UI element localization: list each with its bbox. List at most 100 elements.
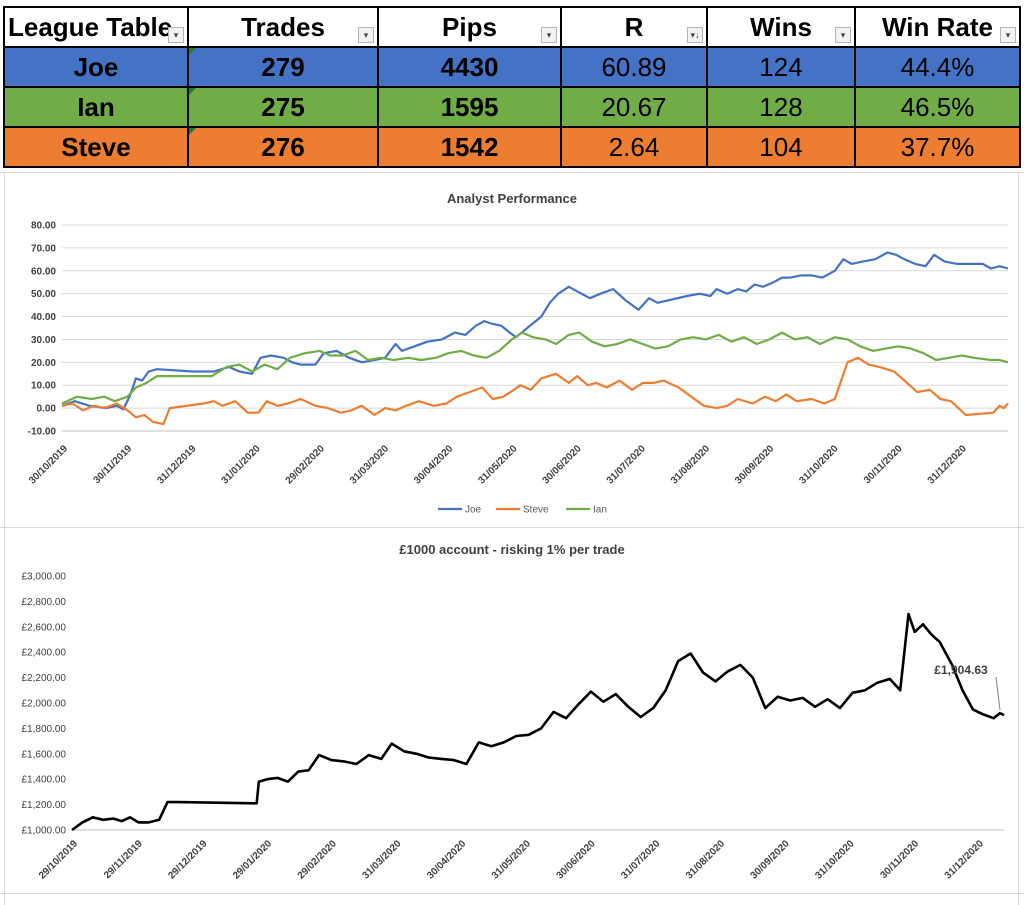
x-tick-label: 31/12/2019: [155, 443, 198, 486]
cell-marker: [190, 89, 196, 95]
analyst-performance-chart[interactable]: Analyst Performance 80.00 70.00 60.00 50.00 4…: [6, 177, 1018, 523]
row-pips[interactable]: 4430: [377, 46, 562, 88]
column-header-win-rate[interactable]: Win Rate ▾: [854, 6, 1021, 48]
sheet-gridline: [1018, 172, 1019, 905]
row-pips[interactable]: 1542: [377, 126, 562, 168]
x-tick-label: 31/08/2020: [684, 838, 727, 881]
row-wins[interactable]: 124: [706, 46, 856, 88]
row-trades[interactable]: 276: [187, 126, 379, 168]
row-trades[interactable]: 275: [187, 86, 379, 128]
row-wins[interactable]: 104: [706, 126, 856, 168]
row-win-rate[interactable]: 46.5%: [854, 86, 1021, 128]
sheet-gridline: [0, 527, 1024, 528]
row-trades[interactable]: 279: [187, 46, 379, 88]
legend-label-ian: Ian: [593, 505, 607, 516]
dropdown-filter-icon[interactable]: ▾: [1000, 27, 1016, 43]
table-row-steve[interactable]: Steve 276 1542 2.64 104 37.7%: [3, 126, 1021, 168]
column-header-wins[interactable]: Wins ▾: [706, 6, 856, 48]
series-line-balance: [71, 612, 1005, 832]
series-line-ian: [61, 331, 1009, 405]
x-tick-label: 31/08/2020: [669, 443, 712, 486]
row-name[interactable]: Joe: [3, 46, 189, 88]
dropdown-filter-icon[interactable]: ▾: [541, 27, 557, 43]
sort-descending-icon[interactable]: ▾↓: [687, 27, 703, 43]
sheet-gridline: [0, 893, 1024, 894]
legend-label-joe: Joe: [465, 505, 482, 516]
account-balance-chart[interactable]: £1000 account - risking 1% per trade £3,0…: [6, 532, 1018, 890]
x-tick-label: 29/11/2019: [102, 838, 145, 881]
data-label-final-balance: £1,904.63: [934, 663, 988, 677]
row-r[interactable]: 60.89: [560, 46, 708, 88]
table-row-ian[interactable]: Ian 275 1595 20.67 128 46.5%: [3, 86, 1021, 128]
x-tick-label: 29/12/2019: [166, 838, 209, 881]
x-tick-label: 29/02/2020: [296, 838, 339, 881]
x-tick-label: 31/01/2020: [220, 443, 263, 486]
legend-label-steve: Steve: [523, 505, 549, 516]
row-name[interactable]: Ian: [3, 86, 189, 128]
y-tick-label: 50.00: [31, 289, 56, 300]
x-tick-label: 31/07/2020: [605, 443, 648, 486]
x-tick-label: 31/12/2020: [943, 838, 986, 881]
x-tick-label: 30/04/2020: [425, 838, 468, 881]
cell-marker: [190, 49, 196, 55]
column-header-trades[interactable]: Trades ▾: [187, 6, 379, 48]
data-label-leader: [995, 676, 1001, 711]
x-tick-label: 30/10/2019: [27, 443, 70, 486]
row-r[interactable]: 2.64: [560, 126, 708, 168]
y-tick-label: £1,800.00: [22, 724, 67, 735]
column-header-league-table[interactable]: League Table ▾: [3, 6, 189, 48]
x-tick-label: 30/11/2020: [878, 838, 921, 881]
row-wins[interactable]: 128: [706, 86, 856, 128]
series-line-steve: [61, 356, 1009, 426]
y-tick-label: 60.00: [31, 266, 56, 277]
x-tick-label: 30/11/2020: [862, 443, 905, 486]
y-tick-label: £1,600.00: [22, 749, 67, 760]
x-tick-label: 31/12/2020: [926, 443, 969, 486]
y-tick-label: 10.00: [31, 381, 56, 392]
table-row-joe[interactable]: Joe 279 4430 60.89 124 44.4%: [3, 46, 1021, 88]
x-tick-label: 31/03/2020: [348, 443, 391, 486]
row-r[interactable]: 20.67: [560, 86, 708, 128]
x-tick-label: 29/10/2019: [37, 838, 80, 881]
y-tick-label: £2,200.00: [22, 673, 67, 684]
x-tick-label: 30/09/2020: [749, 838, 792, 881]
dropdown-filter-icon[interactable]: ▾: [835, 27, 851, 43]
x-tick-label: 29/01/2020: [231, 838, 274, 881]
x-tick-label: 31/05/2020: [476, 443, 519, 486]
x-tick-label: 30/04/2020: [412, 443, 455, 486]
chart-title: Analyst Performance: [447, 191, 577, 206]
x-tick-label: 31/05/2020: [490, 838, 533, 881]
y-tick-label: £2,000.00: [22, 699, 67, 710]
x-tick-label: 29/02/2020: [284, 443, 327, 486]
y-tick-label: £2,400.00: [22, 648, 67, 659]
y-tick-label: £2,600.00: [22, 622, 67, 633]
dropdown-filter-icon[interactable]: ▾: [358, 27, 374, 43]
column-header-pips[interactable]: Pips ▾: [377, 6, 562, 48]
y-tick-label: 0.00: [37, 404, 57, 415]
x-tick-label: 30/11/2019: [92, 443, 135, 486]
chart-title: £1000 account - risking 1% per trade: [399, 542, 624, 557]
x-tick-label: 30/06/2020: [541, 443, 584, 486]
y-tick-label: -10.00: [28, 427, 57, 438]
y-tick-label: £1,400.00: [22, 775, 67, 786]
x-tick-label: 31/10/2020: [797, 443, 840, 486]
y-tick-label: £1,000.00: [22, 826, 67, 837]
league-table: League Table ▾ Trades ▾ Pips ▾ R ▾↓ Wins ▾ Wi…: [3, 6, 1021, 168]
y-tick-label: 30.00: [31, 335, 56, 346]
y-tick-label: 20.00: [31, 358, 56, 369]
row-name[interactable]: Steve: [3, 126, 189, 168]
y-tick-label: £1,200.00: [22, 800, 67, 811]
x-tick-label: 31/10/2020: [813, 838, 856, 881]
sheet-gridline: [0, 172, 1024, 173]
row-pips[interactable]: 1595: [377, 86, 562, 128]
sheet-gridline: [4, 172, 5, 905]
column-header-r[interactable]: R ▾↓: [560, 6, 708, 48]
x-tick-label: 30/06/2020: [555, 838, 598, 881]
row-win-rate[interactable]: 44.4%: [854, 46, 1021, 88]
header-row: League Table ▾ Trades ▾ Pips ▾ R ▾↓ Wins ▾ Wi…: [3, 6, 1021, 48]
row-win-rate[interactable]: 37.7%: [854, 126, 1021, 168]
x-tick-label: 31/03/2020: [360, 838, 403, 881]
analyst-performance-svg: Analyst Performance 80.00 70.00 60.00 50.00 4…: [27, 191, 1009, 516]
dropdown-filter-icon[interactable]: ▾: [168, 27, 184, 43]
y-tick-label: 70.00: [31, 243, 56, 254]
